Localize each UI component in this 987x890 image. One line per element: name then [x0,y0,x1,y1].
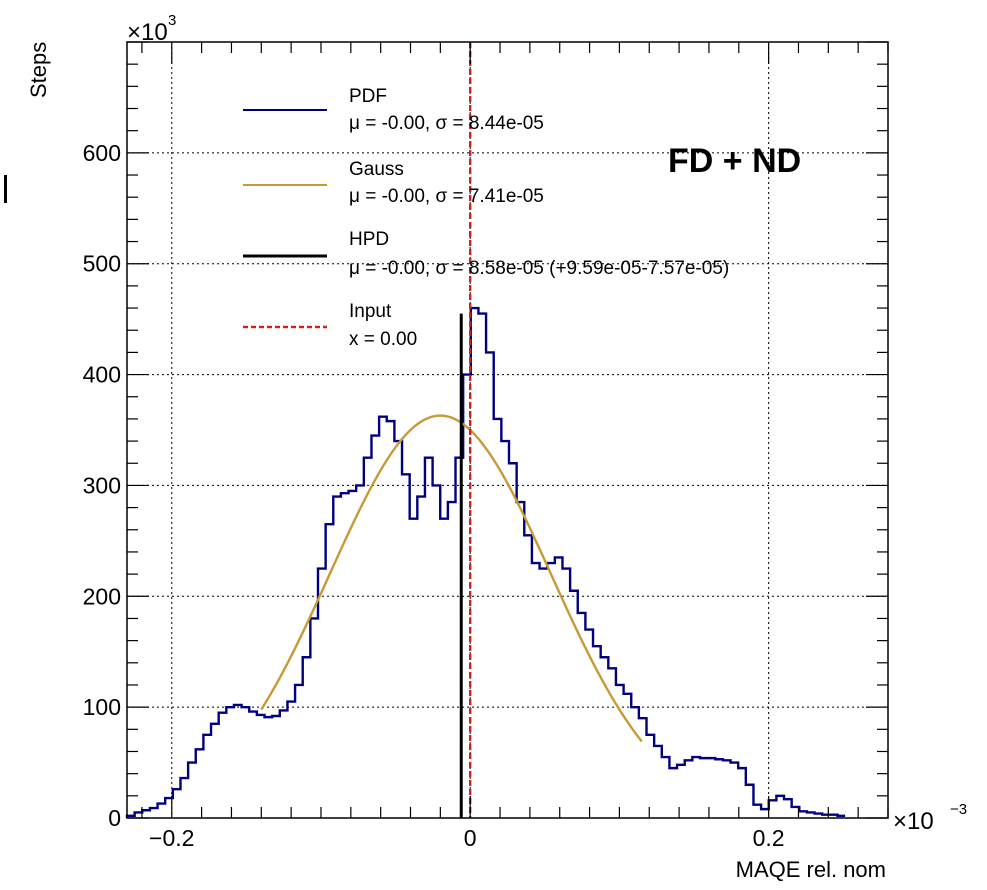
chart-annotation: FD + ND [668,142,801,180]
legend-stats-pdf: μ = -0.00, σ = 8.44e-05 [349,113,544,134]
legend-stats-input: x = 0.00 [349,329,417,350]
legend-label-pdf: PDF [349,86,387,107]
y-axis-label: Steps [26,42,51,98]
legend: PDF μ = -0.00, σ = 8.44e-05 Gauss μ = -0… [243,86,729,350]
x-tick-label: 0.2 [753,825,785,851]
y-exponent-base: ×10 [127,19,168,46]
legend-label-hpd: HPD [349,229,389,250]
x-exponent-base: ×10 [893,808,934,835]
x-axis-label: MAQE rel. nom [736,857,886,882]
legend-label-input: Input [349,301,392,322]
x-tick-label: 0 [464,825,477,851]
y-tick-label: 200 [83,583,121,609]
legend-stats-hpd: μ = -0.00, σ = 8.58e-05 (+9.59e-05-7.57e… [349,258,729,279]
tick-labels: 0 100 200 300 400 500 600 −0.2 0 0.2 [83,140,785,851]
y-tick-label: 100 [83,694,121,720]
y-tick-label: 300 [83,472,121,498]
plot-frame [126,41,889,819]
series-layer [125,42,846,818]
edge-mark [4,175,7,203]
gauss-curve [260,414,643,743]
y-tick-label: 600 [83,140,121,166]
x-tick-label: −0.2 [149,825,194,851]
x-exponent-power: −3 [950,801,967,818]
y-tick-label: 0 [108,805,121,831]
axis-ticks [127,41,889,819]
legend-stats-gauss: μ = -0.00, σ = 7.41e-05 [349,186,544,207]
y-exponent-power: 3 [168,12,176,29]
y-tick-label: 400 [83,362,121,388]
pdf-histogram [125,306,846,818]
legend-label-gauss: Gauss [349,159,404,180]
y-tick-label: 500 [83,251,121,277]
